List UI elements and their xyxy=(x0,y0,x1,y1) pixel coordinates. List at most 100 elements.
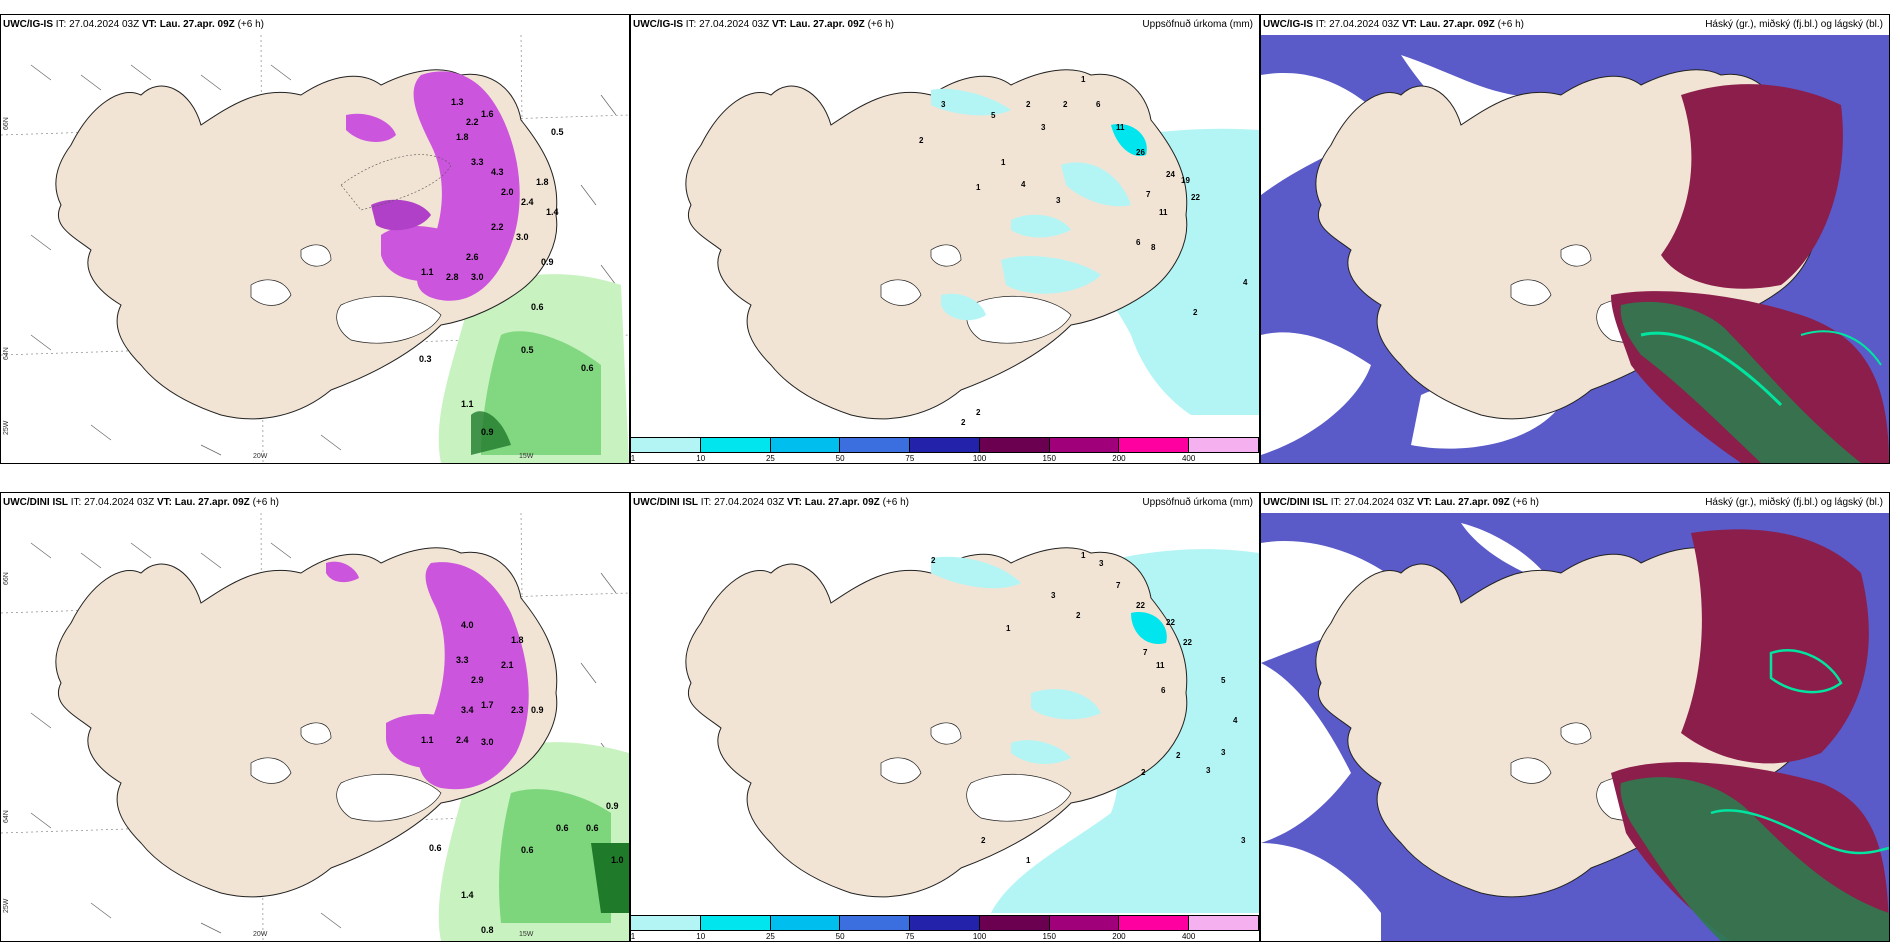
map-clouds xyxy=(1261,35,1889,463)
svg-text:1.7: 1.7 xyxy=(481,700,494,710)
svg-text:1.4: 1.4 xyxy=(461,890,474,900)
svg-text:11: 11 xyxy=(1156,661,1165,670)
legend-segment xyxy=(770,438,841,452)
legend-segment xyxy=(979,916,1050,930)
legend-tick: 100 xyxy=(972,932,987,941)
panel-clouds-igis: UWC/IG-IS IT: 27.04.2024 03Z VT: Lau. 27… xyxy=(1260,14,1890,464)
legend-segment xyxy=(910,438,980,452)
panel-title: UWC/DINI ISL IT: 27.04.2024 03Z VT: Lau.… xyxy=(633,497,909,508)
svg-text:3.4: 3.4 xyxy=(461,705,474,715)
svg-text:1.3: 1.3 xyxy=(451,97,464,107)
legend-tick: 200 xyxy=(1112,932,1126,941)
panel-title: UWC/IG-IS IT: 27.04.2024 03Z VT: Lau. 27… xyxy=(633,19,894,30)
svg-text:2.4: 2.4 xyxy=(521,197,534,207)
lon-label-25w: 25W xyxy=(3,420,10,435)
svg-text:2: 2 xyxy=(1193,308,1198,317)
panel-wind-precip-dini: UWC/DINI ISL IT: 27.04.2024 03Z VT: Lau.… xyxy=(0,492,630,942)
svg-text:2.4: 2.4 xyxy=(456,735,469,745)
svg-text:0.9: 0.9 xyxy=(531,705,544,715)
legend-colorbar xyxy=(631,915,1259,931)
lon-label-15w: 15W xyxy=(519,931,534,938)
svg-text:2: 2 xyxy=(976,408,981,417)
svg-text:0.6: 0.6 xyxy=(521,845,534,855)
lat-label-64n: 64N xyxy=(3,347,10,360)
lat-label-64n: 64N xyxy=(3,810,10,823)
legend-tick: 25 xyxy=(765,454,775,463)
legend-tick: 100 xyxy=(972,454,987,463)
svg-text:3.0: 3.0 xyxy=(471,272,484,282)
legend-segment xyxy=(1119,916,1190,930)
legend-tick: 50 xyxy=(835,454,845,463)
legend-segment xyxy=(910,916,980,930)
svg-text:24: 24 xyxy=(1166,170,1175,179)
svg-text:1.4: 1.4 xyxy=(546,207,559,217)
legend-segment xyxy=(979,438,1050,452)
lon-label-20w: 20W xyxy=(253,453,268,460)
svg-text:1: 1 xyxy=(1026,856,1031,865)
svg-text:4.3: 4.3 xyxy=(491,167,504,177)
lat-label-66n: 66N xyxy=(3,117,10,130)
svg-text:2: 2 xyxy=(1076,611,1081,620)
svg-text:3: 3 xyxy=(1241,836,1246,845)
legend-segment xyxy=(700,438,771,452)
legend-tick: 75 xyxy=(905,454,915,463)
svg-text:1: 1 xyxy=(1006,624,1011,633)
svg-text:6: 6 xyxy=(1136,238,1141,247)
svg-text:6: 6 xyxy=(1096,100,1101,109)
panel-wind-precip-igis: UWC/IG-IS IT: 27.04.2024 03Z VT: Lau. 27… xyxy=(0,14,630,464)
panel-field-label: Uppsöfnuð úrkoma (mm) xyxy=(1142,497,1253,508)
svg-text:3.0: 3.0 xyxy=(516,232,529,242)
legend-tick: 200 xyxy=(1112,454,1126,463)
legend-tick: 75 xyxy=(905,932,915,941)
svg-text:0.9: 0.9 xyxy=(606,801,619,811)
svg-text:0.5: 0.5 xyxy=(551,127,564,137)
svg-text:7: 7 xyxy=(1146,190,1151,199)
legend-tick: 150 xyxy=(1042,932,1056,941)
svg-text:1.0: 1.0 xyxy=(611,855,624,865)
lon-label-25w: 25W xyxy=(3,898,10,913)
svg-text:7: 7 xyxy=(1143,648,1148,657)
legend-ticks: 1 10 25 50 75 100 150 200 400 xyxy=(631,931,1259,941)
legend-tick: 150 xyxy=(1042,454,1056,463)
svg-text:2: 2 xyxy=(961,418,966,427)
legend-tick: 400 xyxy=(1181,932,1196,941)
svg-text:0.9: 0.9 xyxy=(481,427,494,437)
lat-label-66n: 66N xyxy=(3,572,10,585)
legend-segment xyxy=(1049,916,1120,930)
svg-text:2.2: 2.2 xyxy=(466,117,479,127)
svg-text:0.3: 0.3 xyxy=(419,354,432,364)
svg-text:1.8: 1.8 xyxy=(456,132,469,142)
legend-tick: 50 xyxy=(835,932,845,941)
lon-label-20w: 20W xyxy=(253,931,268,938)
svg-text:2: 2 xyxy=(919,136,924,145)
svg-text:3: 3 xyxy=(1206,766,1211,775)
panel-field-label: Háský (gr.), miðský (fj.bl.) og lágský (… xyxy=(1705,19,1883,30)
legend-tick: 1 xyxy=(630,932,636,941)
legend-segment xyxy=(770,916,841,930)
svg-text:0.6: 0.6 xyxy=(429,843,442,853)
legend-segment xyxy=(1119,438,1190,452)
svg-text:4: 4 xyxy=(1021,180,1026,189)
svg-text:4: 4 xyxy=(1233,716,1238,725)
precip-legend: 1 10 25 50 75 100 150 200 400 xyxy=(631,437,1259,463)
svg-text:5: 5 xyxy=(1221,676,1226,685)
svg-text:2: 2 xyxy=(1141,768,1146,777)
panel-title: UWC/IG-IS IT: 27.04.2024 03Z VT: Lau. 27… xyxy=(3,19,264,30)
svg-text:0.5: 0.5 xyxy=(521,345,534,355)
panel-clouds-dini: UWC/DINI ISL IT: 27.04.2024 03Z VT: Lau.… xyxy=(1260,492,1890,942)
svg-text:4.0: 4.0 xyxy=(461,620,474,630)
panel-title: UWC/DINI ISL IT: 27.04.2024 03Z VT: Lau.… xyxy=(1263,497,1539,508)
svg-text:3.3: 3.3 xyxy=(456,655,469,665)
panel-field-label: Háský (gr.), miðský (fj.bl.) og lágský (… xyxy=(1705,497,1883,508)
svg-text:22: 22 xyxy=(1183,638,1192,647)
svg-text:2.6: 2.6 xyxy=(466,252,479,262)
svg-text:1: 1 xyxy=(1081,551,1086,560)
legend-segment xyxy=(700,916,771,930)
svg-text:2: 2 xyxy=(1176,751,1181,760)
svg-text:22: 22 xyxy=(1191,193,1200,202)
map-clouds xyxy=(1261,513,1889,941)
svg-text:6: 6 xyxy=(1161,686,1166,695)
svg-text:0.6: 0.6 xyxy=(531,302,544,312)
legend-colorbar xyxy=(631,437,1259,453)
